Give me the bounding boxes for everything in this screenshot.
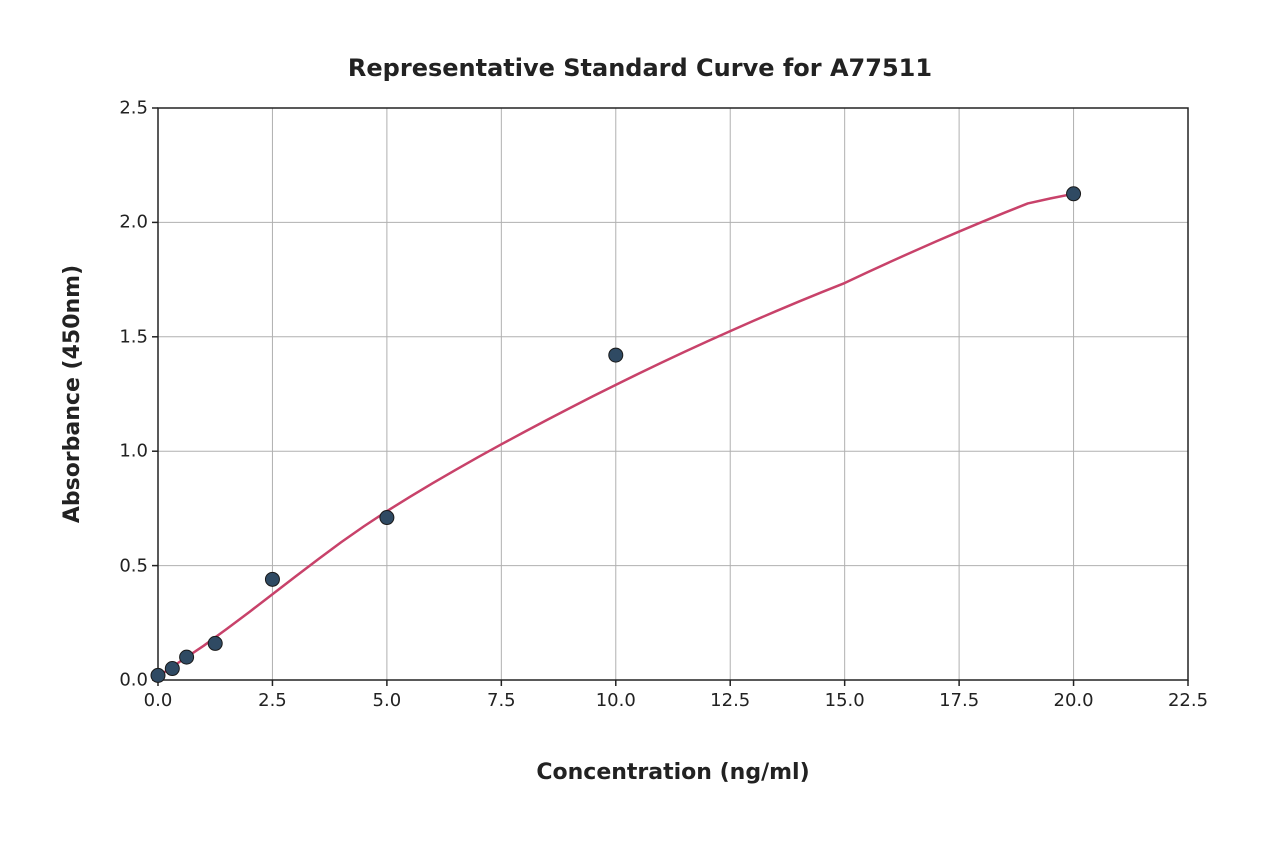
x-tick-label: 17.5 (939, 690, 979, 711)
y-tick-label: 2.0 (108, 212, 148, 233)
x-tick-label: 2.5 (258, 690, 287, 711)
x-tick-label: 10.0 (596, 690, 636, 711)
x-tick-label: 12.5 (710, 690, 750, 711)
y-tick-label: 2.5 (108, 98, 148, 119)
plot-frame (158, 108, 1188, 680)
y-axis-label: Absorbance (450nm) (60, 108, 85, 680)
data-point (165, 662, 179, 676)
data-point (180, 650, 194, 664)
x-tick-label: 0.0 (144, 690, 173, 711)
data-point (1067, 187, 1081, 201)
plot-svg (158, 108, 1188, 680)
chart-title: Representative Standard Curve for A77511 (0, 54, 1280, 82)
x-tick-label: 5.0 (373, 690, 402, 711)
y-tick-label: 1.5 (108, 326, 148, 347)
plot-area (158, 108, 1188, 680)
data-point (265, 572, 279, 586)
y-tick-label: 0.5 (108, 555, 148, 576)
y-tick-label: 1.0 (108, 441, 148, 462)
x-tick-label: 22.5 (1168, 690, 1208, 711)
x-tick-label: 20.0 (1054, 690, 1094, 711)
data-point (609, 348, 623, 362)
x-tick-label: 7.5 (487, 690, 516, 711)
chart-container: Representative Standard Curve for A77511… (0, 0, 1280, 845)
y-tick-label: 0.0 (108, 670, 148, 691)
x-axis-label: Concentration (ng/ml) (158, 760, 1188, 785)
data-point (208, 636, 222, 650)
data-point (151, 668, 165, 682)
data-point (380, 511, 394, 525)
x-tick-label: 15.0 (825, 690, 865, 711)
